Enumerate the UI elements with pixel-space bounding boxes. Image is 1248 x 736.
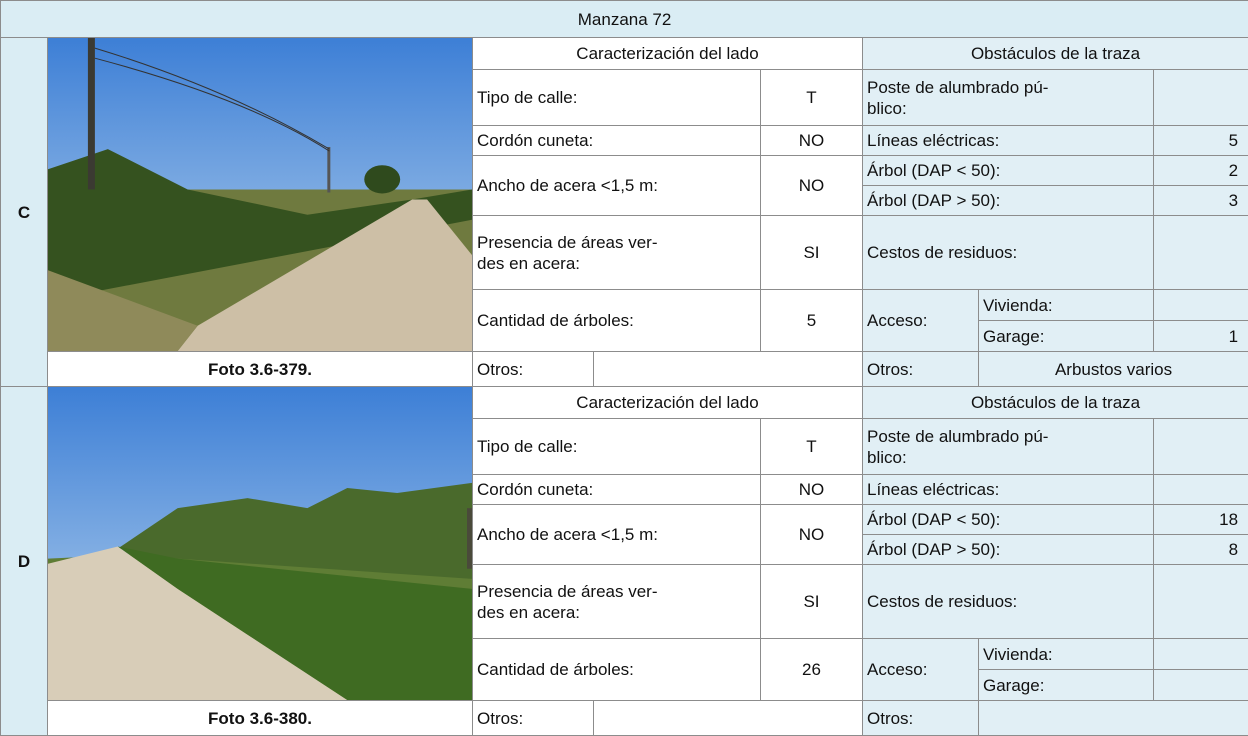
field-label: Acceso: bbox=[863, 639, 979, 701]
field-value: NO bbox=[761, 505, 863, 565]
field-label: Vivienda: bbox=[979, 639, 1154, 670]
field-label: Líneas eléctricas: bbox=[863, 475, 1154, 505]
field-value: 26 bbox=[761, 639, 863, 701]
field-label: Líneas eléctricas: bbox=[863, 126, 1154, 156]
field-label: Árbol (DAP < 50): bbox=[863, 156, 1154, 186]
field-label: Árbol (DAP > 50): bbox=[863, 186, 1154, 216]
field-value: SI bbox=[761, 216, 863, 290]
field-label: Cestos de residuos: bbox=[863, 565, 1154, 639]
side-label: D bbox=[1, 387, 48, 736]
field-value: Arbustos varios bbox=[979, 352, 1248, 387]
field-value bbox=[594, 701, 863, 736]
photo-cell bbox=[48, 38, 473, 352]
field-value bbox=[1154, 419, 1248, 475]
field-value: NO bbox=[761, 475, 863, 505]
field-label: Poste de alumbrado pú- blico: bbox=[863, 419, 1154, 475]
field-label: Cestos de residuos: bbox=[863, 216, 1154, 290]
section-header: Obstáculos de la traza bbox=[863, 38, 1248, 70]
field-value: NO bbox=[761, 126, 863, 156]
field-value: T bbox=[761, 70, 863, 126]
table-row: Foto 3.6-379.Otros:Otros:Arbustos varios bbox=[1, 352, 1248, 387]
field-label: Cordón cuneta: bbox=[473, 475, 761, 505]
field-label: Otros: bbox=[473, 701, 594, 736]
field-value bbox=[1154, 290, 1248, 321]
field-label: Cordón cuneta: bbox=[473, 126, 761, 156]
table-row: Foto 3.6-380.Otros:Otros: bbox=[1, 701, 1248, 736]
field-value: 5 bbox=[761, 290, 863, 352]
field-label: Árbol (DAP < 50): bbox=[863, 505, 1154, 535]
photo bbox=[48, 387, 472, 700]
field-value: 3 bbox=[1154, 186, 1248, 216]
field-value bbox=[1154, 70, 1248, 126]
field-label: Ancho de acera <1,5 m: bbox=[473, 156, 761, 216]
photo-caption: Foto 3.6-380. bbox=[48, 701, 473, 736]
field-label: Otros: bbox=[863, 352, 979, 387]
field-label: Tipo de calle: bbox=[473, 70, 761, 126]
field-label: Cantidad de árboles: bbox=[473, 290, 761, 352]
field-label: Garage: bbox=[979, 670, 1154, 701]
field-value bbox=[1154, 475, 1248, 505]
field-value: 1 bbox=[1154, 321, 1248, 352]
section-header: Obstáculos de la traza bbox=[863, 387, 1248, 419]
field-value bbox=[1154, 565, 1248, 639]
field-value bbox=[1154, 670, 1248, 701]
field-label: Cantidad de árboles: bbox=[473, 639, 761, 701]
field-label: Tipo de calle: bbox=[473, 419, 761, 475]
field-value bbox=[979, 701, 1248, 736]
title-row: Manzana 72 bbox=[1, 1, 1248, 38]
field-label: Presencia de áreas ver- des en acera: bbox=[473, 565, 761, 639]
section-header: Caracterización del lado bbox=[473, 387, 863, 419]
photo bbox=[48, 38, 472, 351]
field-label: Otros: bbox=[863, 701, 979, 736]
side-label: C bbox=[1, 38, 48, 387]
field-label: Ancho de acera <1,5 m: bbox=[473, 505, 761, 565]
field-value: SI bbox=[761, 565, 863, 639]
field-label: Árbol (DAP > 50): bbox=[863, 535, 1154, 565]
field-value: 5 bbox=[1154, 126, 1248, 156]
field-label: Otros: bbox=[473, 352, 594, 387]
field-value: 18 bbox=[1154, 505, 1248, 535]
field-value: 2 bbox=[1154, 156, 1248, 186]
field-label: Garage: bbox=[979, 321, 1154, 352]
field-value bbox=[1154, 216, 1248, 290]
section-header: Caracterización del lado bbox=[473, 38, 863, 70]
field-value: T bbox=[761, 419, 863, 475]
photo-cell bbox=[48, 387, 473, 701]
photo-caption: Foto 3.6-379. bbox=[48, 352, 473, 387]
field-value: NO bbox=[761, 156, 863, 216]
field-value: 8 bbox=[1154, 535, 1248, 565]
field-label: Poste de alumbrado pú- blico: bbox=[863, 70, 1154, 126]
field-label: Vivienda: bbox=[979, 290, 1154, 321]
field-label: Acceso: bbox=[863, 290, 979, 352]
field-value bbox=[1154, 639, 1248, 670]
field-label: Presencia de áreas ver- des en acera: bbox=[473, 216, 761, 290]
title: Manzana 72 bbox=[1, 1, 1248, 38]
field-value bbox=[594, 352, 863, 387]
